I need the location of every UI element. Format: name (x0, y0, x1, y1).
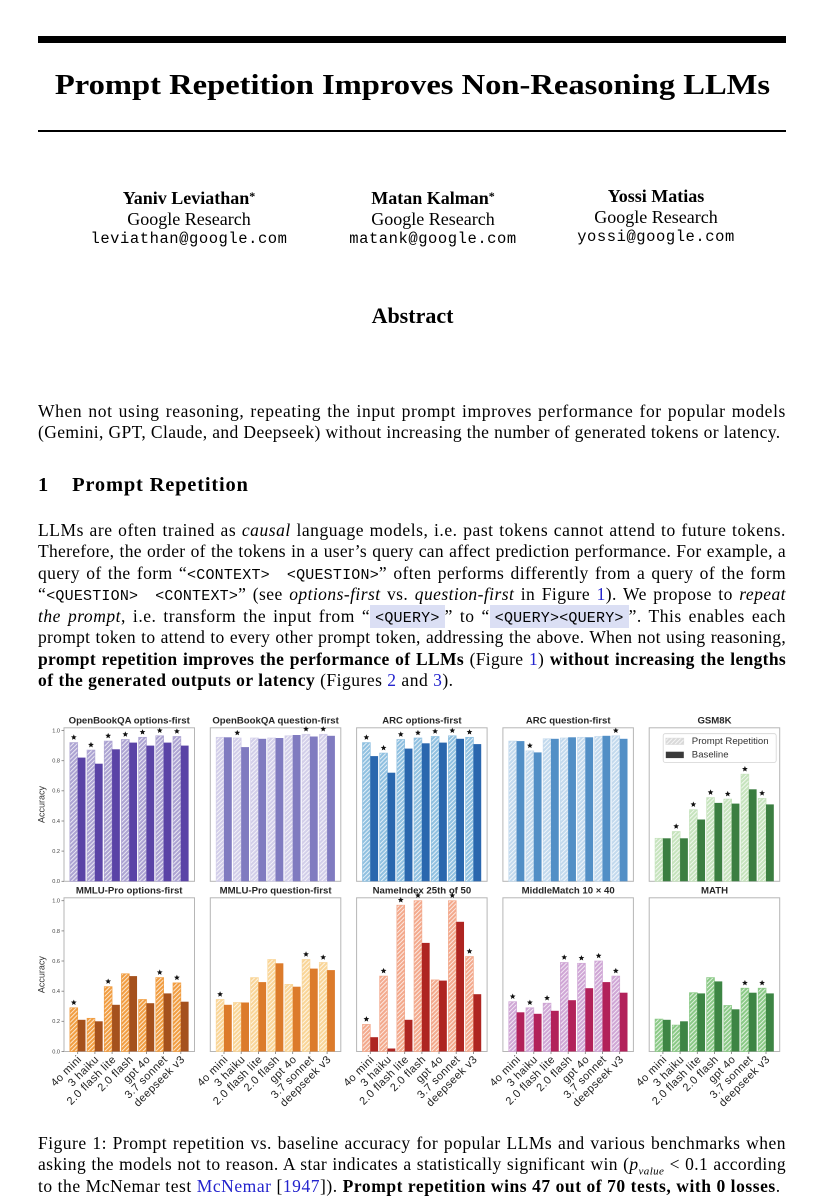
svg-text:0.2: 0.2 (52, 1019, 60, 1025)
svg-text:Baseline: Baseline (692, 750, 729, 761)
svg-text:Accuracy: Accuracy (37, 785, 47, 823)
svg-text:0.2: 0.2 (52, 849, 60, 855)
svg-text:0.6: 0.6 (52, 789, 60, 795)
svg-text:0.6: 0.6 (52, 959, 60, 965)
svg-text:MMLU-Pro question-first: MMLU-Pro question-first (220, 885, 333, 896)
svg-text:MMLU-Pro options-first: MMLU-Pro options-first (76, 885, 183, 896)
svg-text:Prompt Repetition: Prompt Repetition (692, 736, 769, 747)
svg-text:ARC question-first: ARC question-first (526, 715, 612, 726)
svg-text:MATH: MATH (701, 885, 728, 896)
svg-text:OpenBookQA options-first: OpenBookQA options-first (69, 715, 191, 726)
svg-text:1.0: 1.0 (52, 899, 60, 905)
svg-text:0.0: 0.0 (52, 1049, 60, 1055)
svg-text:0.8: 0.8 (52, 759, 60, 765)
svg-text:MiddleMatch 10 × 40: MiddleMatch 10 × 40 (522, 885, 615, 896)
svg-text:OpenBookQA question-first: OpenBookQA question-first (212, 715, 339, 726)
svg-text:0.8: 0.8 (52, 929, 60, 935)
svg-text:NameIndex 25th of 50: NameIndex 25th of 50 (373, 885, 472, 896)
svg-text:GSM8K: GSM8K (697, 715, 731, 726)
svg-text:0.4: 0.4 (52, 989, 60, 995)
svg-text:ARC options-first: ARC options-first (382, 715, 462, 726)
svg-text:Accuracy: Accuracy (37, 956, 47, 994)
svg-text:0.4: 0.4 (52, 819, 60, 825)
svg-text:0.0: 0.0 (52, 879, 60, 885)
svg-text:1.0: 1.0 (52, 728, 60, 734)
